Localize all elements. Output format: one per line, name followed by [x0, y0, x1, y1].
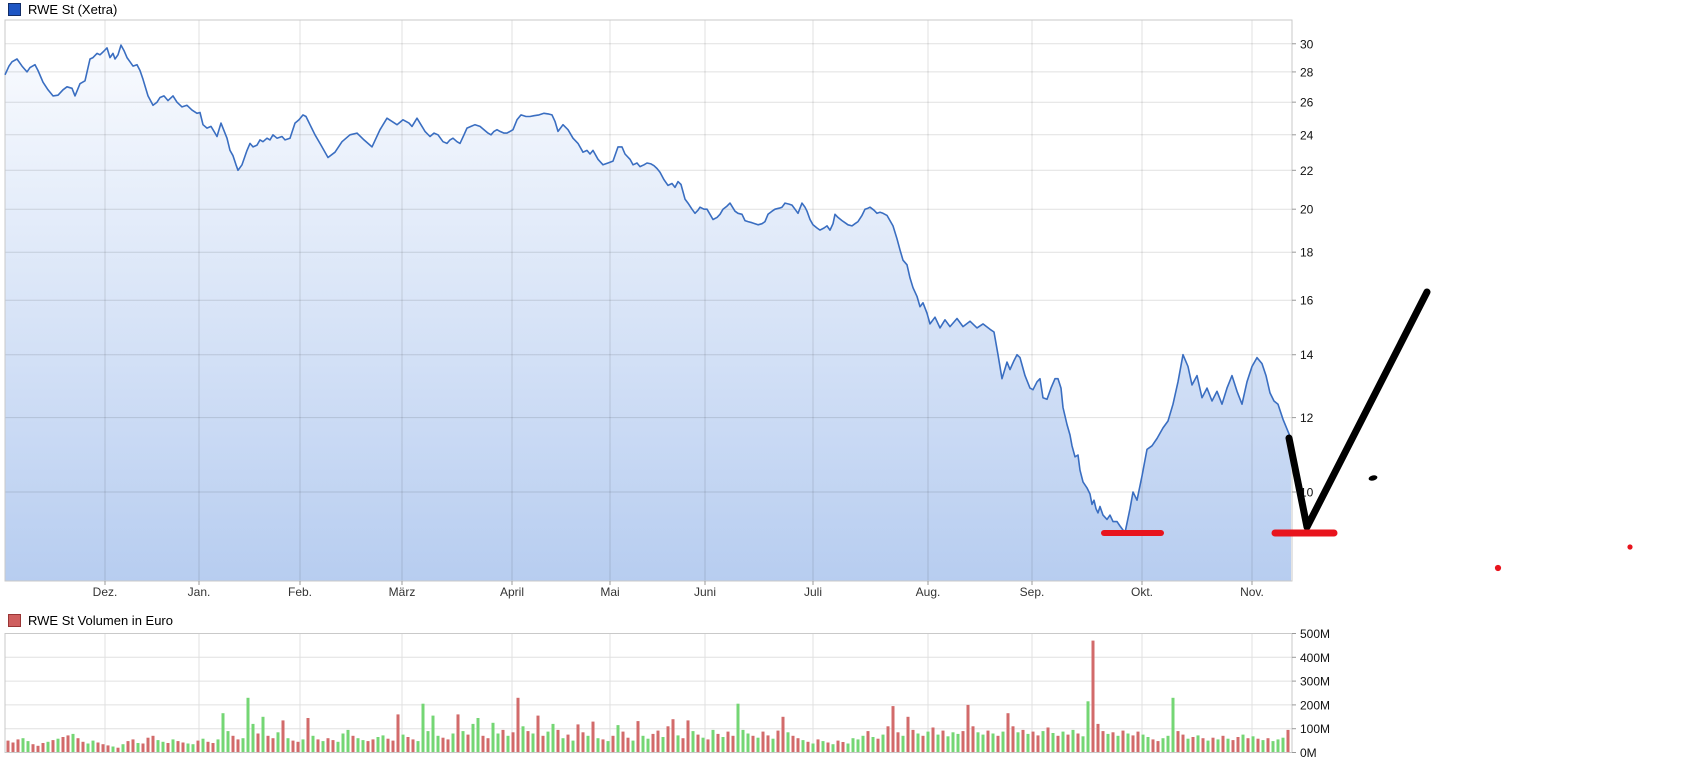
volume-legend-label: RWE St Volumen in Euro	[28, 613, 173, 628]
price-line	[4, 44, 1292, 534]
volume-plot-border	[4, 633, 1293, 753]
svg-text:200M: 200M	[1300, 698, 1330, 712]
svg-text:Juli: Juli	[804, 585, 822, 599]
svg-text:April: April	[500, 585, 524, 599]
svg-text:30: 30	[1300, 37, 1314, 51]
svg-text:14: 14	[1300, 348, 1314, 362]
svg-text:Juni: Juni	[694, 585, 716, 599]
volume-legend-swatch-icon	[8, 614, 21, 627]
annotations	[1101, 288, 1633, 572]
svg-text:500M: 500M	[1300, 627, 1330, 641]
volume-gridlines	[5, 633, 1292, 753]
svg-text:Jan.: Jan.	[188, 585, 211, 599]
svg-text:22: 22	[1300, 164, 1314, 178]
price-gridlines	[5, 20, 1292, 581]
annotation-red-dot-2	[1627, 544, 1633, 550]
volume-y-axis: 500M 400M 300M 200M 100M 0M	[1292, 627, 1330, 760]
svg-text:Sep.: Sep.	[1020, 585, 1045, 599]
svg-text:20: 20	[1300, 203, 1314, 217]
price-legend-label: RWE St (Xetra)	[28, 2, 118, 17]
svg-text:Okt.: Okt.	[1131, 585, 1153, 599]
annotation-black-dash	[1368, 475, 1378, 481]
price-chart-legend: RWE St (Xetra)	[8, 2, 117, 17]
price-area	[5, 45, 1291, 582]
annotation-red-dot-1	[1494, 564, 1502, 572]
annotation-check-mark	[1285, 288, 1431, 531]
svg-text:März: März	[389, 585, 416, 599]
price-x-axis: Dez. Jan. Feb. März April Mai Juni Juli Aug. Sep.…	[93, 581, 1264, 599]
volume-bars	[6, 640, 1290, 753]
svg-text:Mai: Mai	[600, 585, 619, 599]
svg-text:400M: 400M	[1300, 651, 1330, 665]
svg-text:16: 16	[1300, 294, 1314, 308]
price-legend-swatch-icon	[8, 3, 21, 16]
svg-text:24: 24	[1300, 128, 1314, 142]
svg-text:12: 12	[1300, 411, 1314, 425]
svg-text:300M: 300M	[1300, 675, 1330, 689]
svg-text:Aug.: Aug.	[916, 585, 941, 599]
svg-text:18: 18	[1300, 246, 1314, 260]
svg-text:Feb.: Feb.	[288, 585, 312, 599]
volume-chart-legend: RWE St Volumen in Euro	[8, 613, 173, 628]
svg-text:Dez.: Dez.	[93, 585, 118, 599]
svg-text:100M: 100M	[1300, 722, 1330, 736]
svg-text:0M: 0M	[1300, 746, 1317, 760]
svg-text:26: 26	[1300, 96, 1314, 110]
svg-text:28: 28	[1300, 65, 1314, 79]
svg-text:Nov.: Nov.	[1240, 585, 1264, 599]
